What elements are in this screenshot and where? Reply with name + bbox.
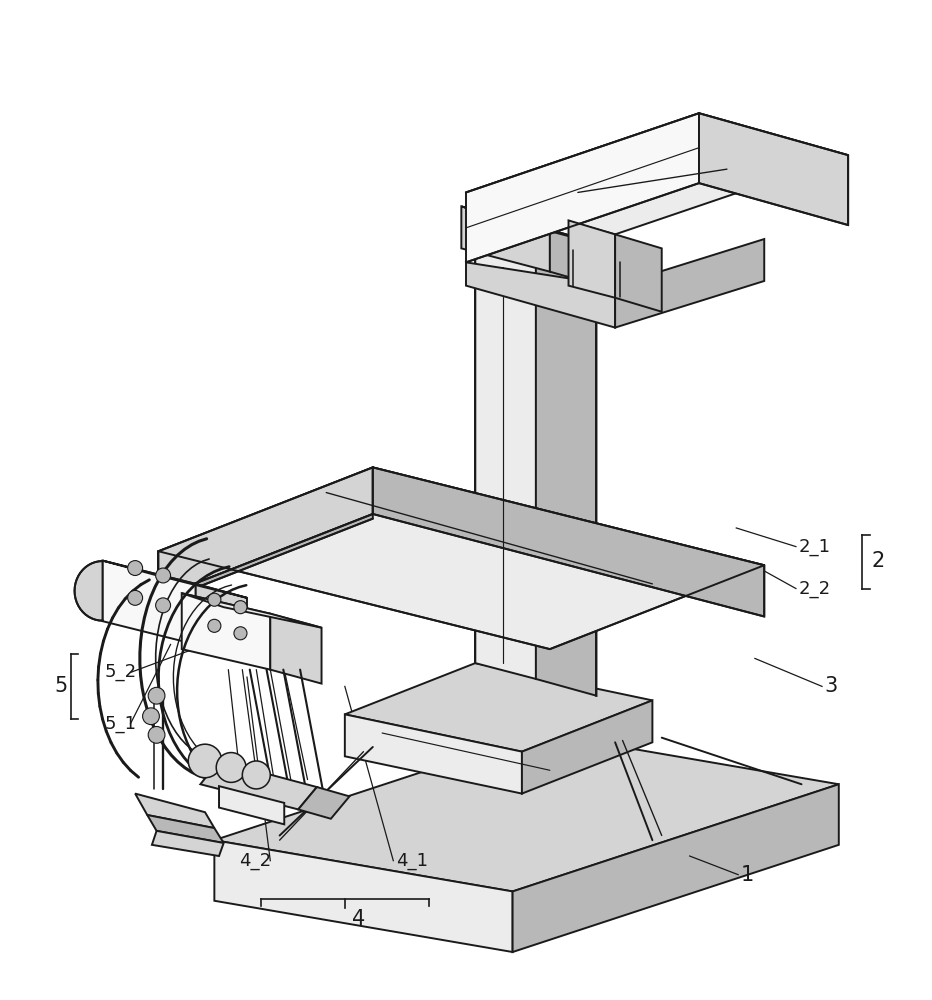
Circle shape: [234, 601, 247, 614]
Text: 1: 1: [741, 865, 754, 885]
Polygon shape: [298, 787, 350, 819]
Circle shape: [234, 627, 247, 640]
Polygon shape: [475, 250, 536, 679]
Text: 4_2: 4_2: [240, 852, 271, 870]
Polygon shape: [200, 761, 317, 809]
Text: 5_1: 5_1: [104, 715, 136, 733]
Text: 2_2: 2_2: [799, 580, 830, 598]
Polygon shape: [158, 467, 764, 649]
Circle shape: [128, 561, 143, 575]
Polygon shape: [615, 239, 764, 328]
Circle shape: [188, 744, 222, 778]
Polygon shape: [270, 614, 322, 684]
Polygon shape: [152, 831, 224, 856]
Circle shape: [208, 619, 221, 632]
Polygon shape: [466, 113, 699, 262]
Circle shape: [148, 687, 165, 704]
Polygon shape: [699, 113, 848, 225]
Polygon shape: [147, 815, 224, 843]
Polygon shape: [615, 234, 662, 312]
Polygon shape: [219, 786, 284, 824]
Circle shape: [216, 753, 246, 782]
Polygon shape: [569, 220, 615, 298]
Circle shape: [143, 708, 159, 725]
Polygon shape: [550, 230, 615, 290]
Polygon shape: [345, 714, 522, 794]
Text: 2: 2: [871, 551, 884, 571]
Text: 4: 4: [352, 909, 365, 929]
Polygon shape: [158, 467, 373, 598]
Polygon shape: [522, 700, 652, 794]
Polygon shape: [135, 794, 214, 828]
Circle shape: [128, 590, 143, 605]
Polygon shape: [75, 561, 103, 621]
Polygon shape: [373, 467, 764, 616]
Circle shape: [242, 761, 270, 789]
Polygon shape: [214, 733, 839, 891]
Polygon shape: [103, 561, 247, 598]
Polygon shape: [466, 262, 615, 328]
Circle shape: [156, 568, 171, 583]
Text: 5: 5: [54, 676, 67, 696]
Polygon shape: [214, 840, 513, 952]
Polygon shape: [182, 593, 270, 670]
Circle shape: [148, 726, 165, 743]
Polygon shape: [513, 784, 839, 952]
Polygon shape: [466, 113, 848, 234]
Circle shape: [156, 598, 171, 613]
Polygon shape: [196, 584, 247, 658]
Polygon shape: [461, 206, 615, 248]
Circle shape: [208, 593, 221, 606]
Polygon shape: [103, 561, 196, 644]
Text: 5_2: 5_2: [104, 663, 136, 681]
Polygon shape: [461, 206, 550, 272]
Polygon shape: [345, 663, 652, 752]
Polygon shape: [158, 514, 373, 603]
Text: 4_1: 4_1: [396, 852, 428, 870]
Text: 2_1: 2_1: [799, 538, 830, 556]
Polygon shape: [536, 267, 596, 696]
Text: 3: 3: [825, 676, 838, 696]
Polygon shape: [182, 593, 322, 628]
